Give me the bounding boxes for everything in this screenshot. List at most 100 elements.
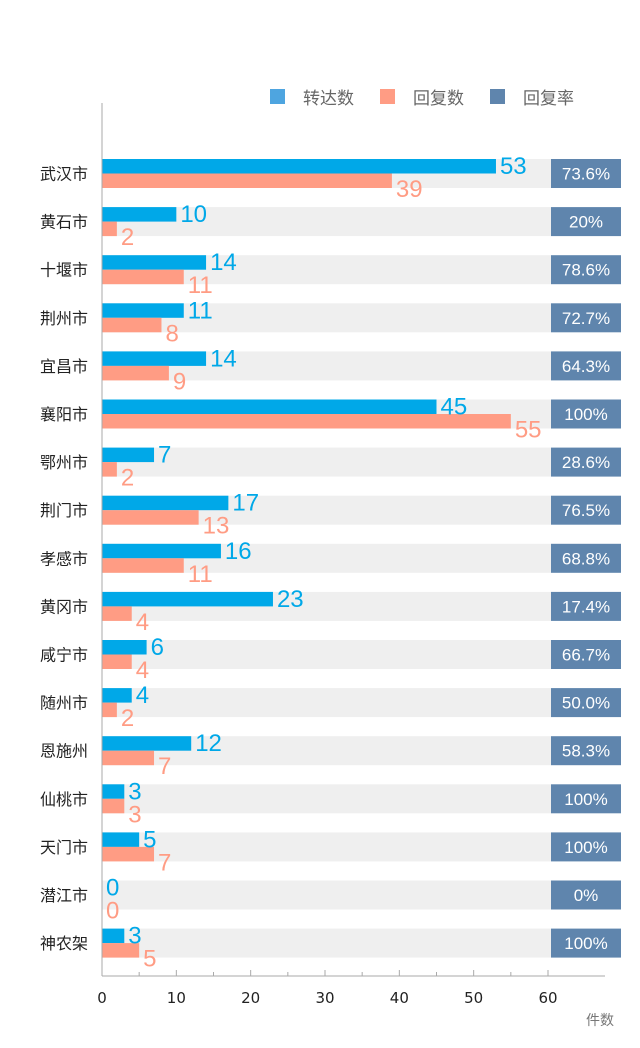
data-label-replied: 4 [136, 657, 149, 684]
data-label-forwarded: 11 [188, 297, 213, 324]
rate-box [551, 928, 621, 958]
data-label-reply-rate: 100% [564, 405, 607, 424]
row-background [102, 832, 551, 862]
data-label-reply-rate: 0% [574, 886, 599, 905]
rate-box [551, 159, 621, 188]
data-label-forwarded: 53 [500, 153, 527, 180]
row-background [102, 688, 551, 718]
data-label-replied: 3 [128, 801, 141, 828]
category-label: 荆门市 [40, 501, 88, 520]
data-label-replied: 9 [173, 368, 186, 395]
row-background [102, 880, 551, 910]
data-label-reply-rate: 17.4% [562, 597, 610, 616]
rate-box [551, 640, 621, 669]
category-label: 武汉市 [40, 165, 88, 184]
bar-forwarded [102, 159, 496, 174]
legend-label-reply-rate: 回复率 [523, 89, 574, 109]
x-tick-label: 50 [464, 989, 483, 1007]
data-label-forwarded: 5 [143, 826, 156, 853]
data-label-replied: 7 [158, 753, 171, 780]
bar-replied [102, 173, 392, 188]
rate-box [551, 447, 621, 477]
data-label-forwarded: 12 [195, 730, 222, 757]
data-label-reply-rate: 76.5% [562, 501, 610, 520]
bar-replied [102, 510, 199, 525]
bar-replied [102, 558, 184, 573]
category-label: 鄂州市 [40, 453, 88, 472]
data-label-forwarded: 45 [441, 394, 468, 421]
data-label-reply-rate: 73.6% [562, 165, 610, 184]
data-label-forwarded: 17 [232, 490, 259, 517]
data-label-forwarded: 0 [106, 875, 119, 902]
rate-box [551, 688, 621, 718]
category-label: 恩施州 [40, 742, 88, 761]
bar-forwarded [102, 736, 192, 751]
data-label-forwarded: 3 [128, 778, 141, 805]
category-label: 孝感市 [40, 549, 88, 568]
row-background [102, 928, 551, 958]
rate-box [551, 255, 621, 285]
bar-replied [102, 654, 132, 669]
data-label-replied: 39 [396, 176, 423, 203]
data-label-forwarded: 14 [210, 249, 237, 276]
rate-box [551, 303, 621, 333]
legend-item-replied[interactable]: 回复数 [380, 84, 464, 109]
row-background [102, 207, 551, 237]
legend-swatch-forwarded [270, 89, 285, 104]
data-label-replied: 2 [121, 465, 134, 492]
bar-forwarded [102, 255, 207, 270]
category-label: 仙桃市 [40, 790, 88, 809]
row-background [102, 784, 551, 814]
bar-forwarded [102, 207, 177, 222]
bar-forwarded [102, 447, 155, 463]
legend-item-forwarded[interactable]: 转达数 [270, 84, 354, 109]
bar-forwarded [102, 543, 221, 559]
x-tick-label: 40 [390, 989, 409, 1007]
rate-box [551, 543, 621, 573]
rate-box [551, 495, 621, 525]
data-label-forwarded: 3 [128, 923, 141, 950]
rate-box [551, 399, 621, 429]
x-tick-label: 10 [167, 989, 186, 1007]
bar-replied [102, 702, 117, 718]
bar-replied [102, 606, 132, 621]
bar-forwarded [102, 784, 125, 799]
data-label-replied: 13 [203, 513, 230, 540]
rate-box [551, 207, 621, 237]
data-label-replied: 11 [188, 561, 213, 588]
category-label: 荆州市 [40, 309, 88, 328]
bar-replied [102, 317, 162, 333]
bar-forwarded [102, 303, 184, 318]
legend-item-reply-rate[interactable]: 回复率 [490, 84, 574, 109]
data-label-replied: 2 [121, 705, 134, 732]
data-label-reply-rate: 100% [564, 838, 607, 857]
data-label-reply-rate: 68.8% [562, 549, 610, 568]
category-label: 十堰市 [40, 261, 88, 280]
category-label: 随州市 [40, 694, 88, 713]
category-label: 天门市 [40, 838, 88, 857]
data-label-reply-rate: 20% [569, 213, 603, 232]
bar-replied [102, 846, 155, 862]
data-label-replied: 11 [188, 272, 213, 299]
row-background [102, 640, 551, 669]
legend-swatch-replied [380, 89, 395, 104]
rate-box [551, 880, 621, 910]
legend-swatch-reply-rate [490, 89, 505, 104]
data-label-reply-rate: 78.6% [562, 261, 610, 280]
chart-legend: 转达数 回复数 回复率 [270, 84, 574, 109]
bar-replied [102, 365, 169, 381]
rate-box [551, 832, 621, 862]
category-label: 潜江市 [40, 886, 88, 905]
data-label-forwarded: 16 [225, 538, 252, 565]
x-tick-label: 30 [315, 989, 334, 1007]
rate-box [551, 736, 621, 766]
x-axis-title: 件数 [586, 1013, 614, 1029]
data-label-replied: 55 [515, 417, 542, 444]
data-label-replied: 2 [121, 224, 134, 251]
x-tick-label: 20 [241, 989, 260, 1007]
rate-box [551, 351, 621, 381]
data-label-forwarded: 10 [180, 201, 207, 228]
bar-forwarded [102, 399, 437, 414]
rate-box [551, 784, 621, 814]
